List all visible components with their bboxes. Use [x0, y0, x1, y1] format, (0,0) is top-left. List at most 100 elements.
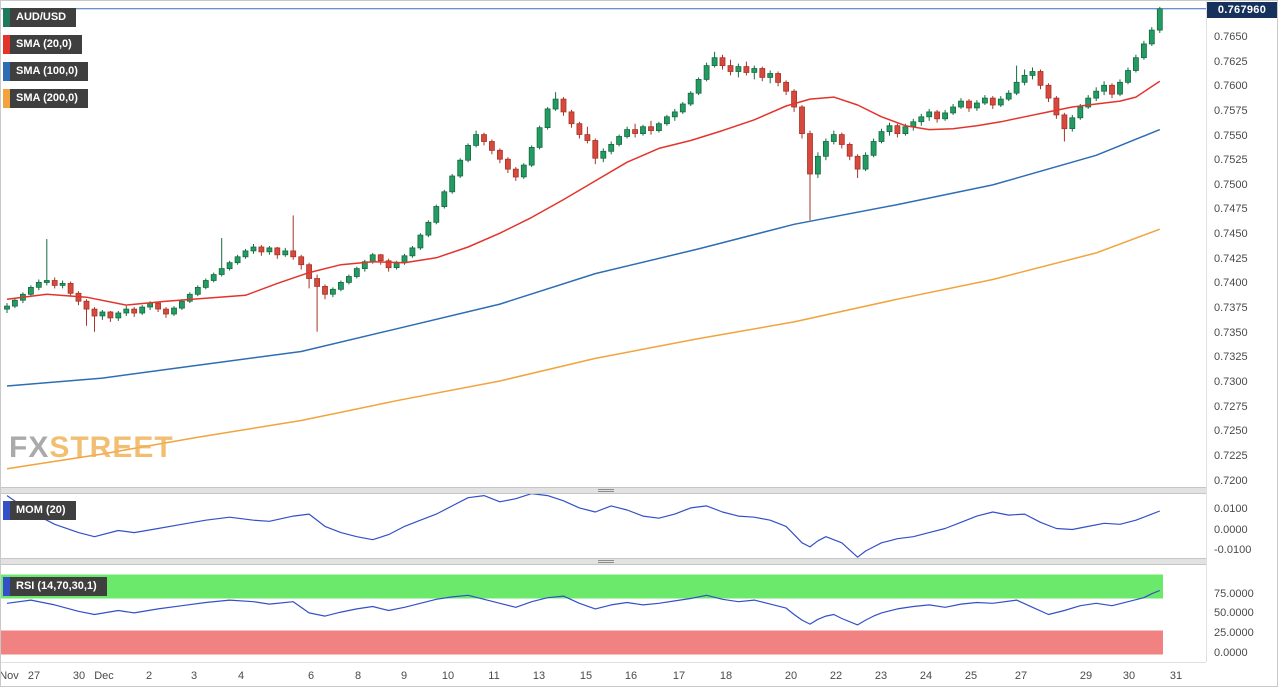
resize-grip-icon: [598, 489, 614, 493]
legend-mom[interactable]: MOM (20): [3, 501, 76, 520]
candle-body: [250, 246, 257, 252]
candle-body: [377, 254, 384, 262]
price-axis-label: 0.7300: [1214, 376, 1248, 388]
price-axis-label: 0.7425: [1214, 253, 1248, 265]
sma200-line: [6, 228, 1161, 470]
candle-body: [664, 116, 670, 125]
candle-body: [966, 100, 972, 109]
candle-body: [345, 276, 352, 283]
candle-body: [592, 140, 599, 159]
price-axis-label: 0.7500: [1214, 179, 1248, 191]
candle-body: [210, 274, 217, 281]
candle-body: [91, 308, 98, 317]
legend-sma100[interactable]: SMA (100,0): [3, 62, 88, 81]
candle-body: [337, 281, 344, 290]
candle-body: [1069, 117, 1076, 130]
price-axis-label: 0.7275: [1214, 401, 1248, 413]
candle-body: [27, 286, 34, 295]
legend-symbol[interactable]: AUD/USD: [3, 8, 77, 27]
candle-body: [322, 285, 328, 295]
candle-body: [1045, 84, 1052, 99]
candle-body: [35, 281, 42, 288]
candle-body: [640, 126, 646, 134]
candle-body: [242, 250, 249, 258]
resize-grip-icon: [598, 560, 614, 564]
candle-body: [997, 98, 1004, 106]
candle-body: [791, 90, 797, 108]
candle-body: [1125, 70, 1131, 83]
candlestick-series: [4, 6, 1163, 332]
candle-body: [1053, 97, 1060, 116]
candle-body: [441, 191, 448, 208]
candle-body: [695, 79, 702, 94]
rsi-axis-label: 25.0000: [1214, 627, 1254, 639]
candle-body: [926, 111, 933, 118]
sma200-color-chip: [3, 89, 10, 108]
candle-body: [1101, 84, 1107, 92]
candle-body: [274, 247, 281, 256]
candle-body: [1061, 114, 1068, 130]
candle-body: [481, 134, 487, 142]
candle-body: [687, 92, 694, 105]
price-axis[interactable]: 0.7650 0.7625 0.7600 0.7575 0.7550 0.7525 0.75…: [1206, 1, 1277, 662]
rsi-oversold-band: [1, 630, 1163, 655]
rsi-color-chip: [3, 577, 10, 596]
mom-line: [6, 493, 1161, 558]
date-axis-label: 23: [874, 670, 888, 682]
price-axis-label: 0.7450: [1214, 228, 1248, 240]
date-axis-label: 24: [919, 670, 933, 682]
candle-body: [942, 112, 948, 120]
candle-body: [473, 134, 480, 146]
date-axis-label: 30: [72, 670, 86, 682]
candle-body: [823, 141, 829, 157]
price-axis-label: 0.7325: [1214, 351, 1248, 363]
candle-body: [385, 260, 392, 269]
candle-body: [329, 288, 336, 295]
mom-color-chip: [3, 501, 10, 520]
candle-body: [632, 129, 638, 134]
candle-body: [743, 66, 750, 73]
candle-body: [807, 133, 813, 175]
candle-body: [815, 155, 821, 175]
candle-body: [4, 305, 10, 310]
candle-body: [266, 247, 273, 253]
date-axis-label: 3: [190, 670, 198, 682]
candle-body: [99, 311, 106, 317]
price-axis-label: 0.7400: [1214, 277, 1248, 289]
candle-body: [775, 73, 781, 83]
candle-body: [1156, 8, 1163, 31]
date-axis-label: 9: [400, 670, 408, 682]
candle-body: [155, 302, 162, 310]
candle-body: [568, 111, 575, 125]
candle-body: [918, 116, 925, 123]
sma20-line: [6, 80, 1161, 306]
mom-axis-label: -0.0100: [1214, 544, 1252, 556]
legend-sma200[interactable]: SMA (200,0): [3, 89, 88, 108]
candle-body: [226, 262, 233, 270]
price-axis-label: 0.7250: [1214, 425, 1248, 437]
candle-body: [123, 308, 130, 314]
legend-rsi[interactable]: RSI (14,70,30,1): [3, 577, 107, 596]
legend-symbol-label: AUD/USD: [10, 8, 77, 27]
panel-divider-mom[interactable]: [1, 487, 1206, 494]
time-axis[interactable]: Nov 27 30 Dec 2 3 4 6 8 9 10 11 13 15 16 17 18 20 22 23 24 25…: [1, 662, 1206, 686]
legend-mom-label: MOM (20): [10, 501, 76, 520]
price-axis-label: 0.7650: [1214, 31, 1248, 43]
date-axis-label: 30: [1122, 670, 1136, 682]
candle-body: [417, 234, 424, 249]
date-axis-label: 17: [672, 670, 686, 682]
legend-sma20[interactable]: SMA (20,0): [3, 35, 82, 54]
candle-body: [1093, 90, 1100, 99]
candle-body: [369, 254, 376, 263]
candle-body: [131, 308, 138, 314]
panel-divider-rsi[interactable]: [1, 558, 1206, 565]
candle-body: [974, 102, 980, 109]
candle-body: [1013, 81, 1020, 94]
candle-body: [767, 73, 774, 78]
candle-body: [465, 144, 472, 161]
price-chart-canvas[interactable]: [1, 1, 1206, 687]
mom-axis-label: 0.0100: [1214, 503, 1248, 515]
candle-body: [234, 256, 241, 264]
candle-body: [544, 108, 551, 129]
candle-body: [457, 159, 464, 177]
